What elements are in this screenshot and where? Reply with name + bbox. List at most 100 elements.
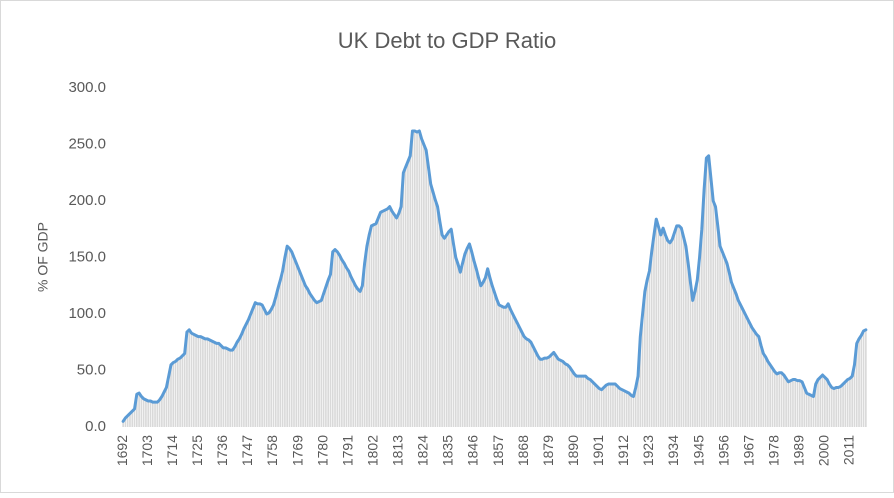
bar [208, 339, 211, 427]
bar [705, 158, 708, 427]
bar [534, 351, 537, 427]
bar [222, 347, 225, 427]
bar [516, 323, 519, 427]
bar [306, 289, 309, 427]
bar [805, 393, 808, 427]
y-tick-label: 0.0 [85, 418, 106, 435]
bar [798, 380, 801, 427]
bar [293, 257, 295, 427]
bar [753, 330, 756, 427]
bar [552, 352, 555, 427]
bar [188, 329, 191, 427]
bar [623, 390, 626, 427]
bar [202, 337, 204, 427]
bar [678, 225, 680, 427]
bar [400, 206, 402, 427]
bar [817, 379, 819, 427]
x-tick-label: 1989 [790, 435, 806, 466]
bar [662, 228, 664, 427]
bar [525, 338, 528, 427]
bar [541, 359, 544, 427]
bar [712, 201, 715, 427]
bar [687, 263, 689, 427]
bar [142, 398, 145, 427]
bar [726, 263, 728, 427]
bar [748, 323, 751, 427]
bar [689, 282, 692, 427]
bar [167, 376, 170, 427]
bar [131, 411, 134, 427]
bar [368, 234, 371, 427]
bar [732, 288, 735, 427]
bar [354, 285, 357, 427]
bar [252, 308, 254, 427]
bar [778, 372, 781, 427]
bar [543, 358, 546, 427]
bar [598, 388, 601, 427]
bar [865, 329, 867, 427]
bar [459, 272, 462, 427]
bar [286, 246, 288, 427]
bar [359, 291, 361, 427]
bar [664, 234, 667, 427]
bar [256, 303, 259, 427]
bar [402, 172, 405, 427]
bar [801, 381, 803, 427]
x-tick-label: 1945 [690, 435, 706, 466]
bar [297, 268, 300, 427]
bar [505, 307, 507, 427]
bar [172, 362, 175, 427]
bar [641, 314, 644, 427]
bar [186, 332, 188, 427]
bar [480, 285, 482, 427]
bar [270, 309, 273, 427]
bar [577, 376, 580, 427]
chart-title: UK Debt to GDP Ratio [338, 28, 556, 53]
bar [345, 267, 348, 427]
bar [229, 350, 232, 427]
x-tick-label: 1802 [364, 435, 380, 466]
bar [274, 297, 277, 427]
bar [247, 319, 250, 427]
bar [211, 341, 213, 427]
bar [618, 388, 621, 427]
x-tick-label: 1912 [615, 435, 631, 466]
bar [760, 345, 762, 427]
bar [776, 373, 778, 427]
bar [630, 395, 633, 427]
bar [780, 372, 783, 427]
bar [769, 364, 771, 427]
bar [498, 304, 500, 427]
bar [334, 249, 336, 427]
bar [787, 381, 790, 427]
bar [637, 376, 639, 427]
bar [575, 376, 578, 427]
bar [272, 304, 275, 427]
bar [495, 299, 498, 427]
bar [858, 338, 860, 427]
bar [288, 248, 291, 427]
bar [379, 212, 382, 427]
bar [666, 240, 669, 427]
bar [261, 304, 263, 427]
bar [502, 307, 505, 427]
bar [183, 353, 186, 427]
bar [625, 391, 628, 427]
bar [281, 271, 284, 427]
bar [824, 377, 826, 427]
bar [744, 314, 746, 427]
bar [721, 251, 724, 427]
bar [730, 282, 733, 427]
bar [279, 280, 282, 427]
bar [694, 291, 696, 427]
bar [862, 330, 865, 427]
bar [420, 138, 423, 427]
bar [181, 355, 184, 427]
bar [240, 334, 243, 427]
bar [320, 300, 323, 427]
bar [644, 291, 646, 427]
x-tick-label: 1923 [640, 435, 656, 466]
bar [514, 318, 516, 427]
bar [477, 277, 480, 427]
bar [464, 254, 466, 427]
